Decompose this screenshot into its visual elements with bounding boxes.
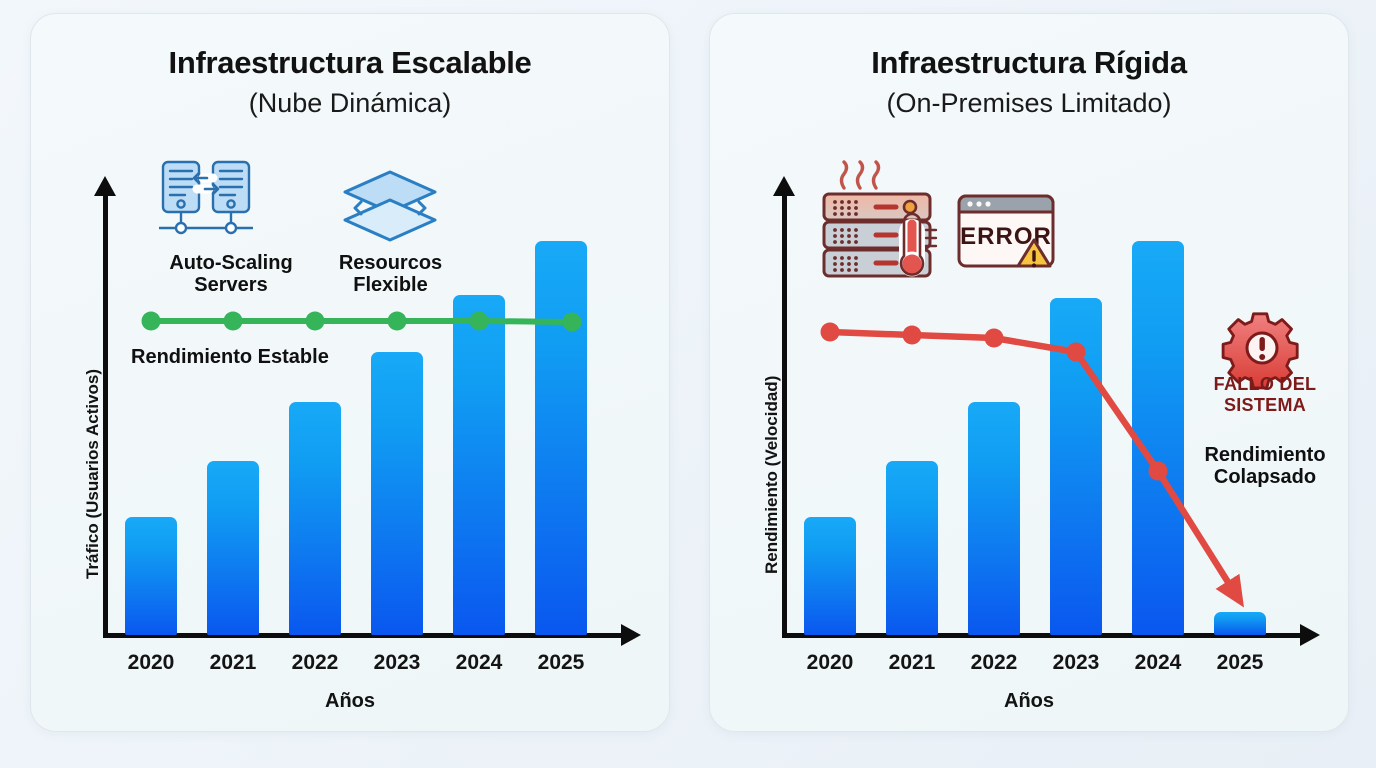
right-tick-2024: 2024 bbox=[1134, 651, 1182, 674]
left-chart-y-axis-label: Tráfico (Usuarios Activos) bbox=[83, 368, 102, 579]
left-chart-x-axis-arrow bbox=[621, 624, 641, 646]
left-bar-2021 bbox=[207, 461, 259, 635]
right-chart-x-axis-arrow bbox=[1300, 624, 1320, 646]
left-panel-title: Infraestructura Escalable bbox=[168, 45, 532, 80]
right-tick-2021: 2021 bbox=[888, 651, 936, 674]
right-panel-title: Infraestructura Rígida bbox=[871, 45, 1187, 80]
auto-scaling-servers-label-line1: Auto-Scaling bbox=[169, 252, 293, 274]
panel-rigid-infrastructure: Infraestructura Rígida (On-Premises Limi… bbox=[709, 13, 1349, 732]
left-chart-y-axis-arrow bbox=[94, 176, 116, 196]
right-chart-x-axis-label: Años bbox=[1004, 690, 1054, 712]
auto-scaling-servers-label: Auto-Scaling Servers bbox=[136, 252, 326, 297]
left-chart-y-axis bbox=[103, 194, 108, 636]
flexible-resources-label-line2: Flexible bbox=[353, 274, 428, 297]
left-tick-2025: 2025 bbox=[537, 651, 585, 674]
right-chart-y-axis-label: Rendimiento (Velocidad) bbox=[762, 375, 781, 574]
flexible-resources-label: Resourcos Flexible bbox=[303, 252, 478, 297]
right-tick-2020: 2020 bbox=[806, 651, 854, 674]
overheating-server-icon bbox=[818, 160, 946, 284]
auto-scaling-servers-icon bbox=[151, 158, 261, 238]
left-bar-2024 bbox=[453, 295, 505, 635]
system-failure-gear-icon bbox=[1221, 312, 1302, 390]
left-tick-2023: 2023 bbox=[373, 651, 421, 674]
left-bar-2022 bbox=[289, 402, 341, 635]
error-window-icon: ERROR bbox=[955, 192, 1063, 292]
left-chart-x-axis-label: Años bbox=[325, 690, 375, 712]
collapsed-performance-label-line2: Colapsado bbox=[1213, 466, 1317, 489]
collapsed-performance-label: Rendimiento Colapsado bbox=[1170, 444, 1360, 489]
right-tick-2023: 2023 bbox=[1052, 651, 1100, 674]
stable-performance-label: Rendimiento Estable bbox=[131, 346, 329, 368]
left-panel-subtitle: (Nube Dinámica) bbox=[248, 88, 452, 118]
left-bar-2020 bbox=[125, 517, 177, 635]
system-failure-label-line2: SISTEMA bbox=[1223, 395, 1307, 416]
right-tick-2022: 2022 bbox=[970, 651, 1018, 674]
left-tick-2024: 2024 bbox=[455, 651, 503, 674]
left-bar-2025 bbox=[535, 241, 587, 635]
left-tick-2020: 2020 bbox=[127, 651, 175, 674]
right-bar-2021 bbox=[886, 461, 938, 635]
panel-scalable-infrastructure: Infraestructura Escalable (Nube Dinámica… bbox=[30, 13, 670, 732]
right-chart-x-axis bbox=[782, 633, 1302, 638]
flexible-resources-layers-icon bbox=[331, 166, 449, 244]
right-tick-2025: 2025 bbox=[1216, 651, 1264, 674]
left-bar-2023 bbox=[371, 352, 423, 635]
right-panel-subtitle: (On-Premises Limitado) bbox=[886, 88, 1172, 118]
collapsed-performance-label-line1: Rendimiento bbox=[1204, 444, 1326, 466]
right-bar-2023 bbox=[1050, 298, 1102, 635]
system-failure-label: FALLO DEL SISTEMA bbox=[1180, 374, 1350, 416]
left-chart-x-axis bbox=[103, 633, 623, 638]
left-tick-2022: 2022 bbox=[291, 651, 339, 674]
right-chart-y-axis-arrow bbox=[773, 176, 795, 196]
right-bar-2022 bbox=[968, 402, 1020, 635]
right-chart-y-axis bbox=[782, 194, 787, 636]
left-tick-2021: 2021 bbox=[209, 651, 257, 674]
right-bar-2025 bbox=[1214, 612, 1266, 635]
system-failure-label-line1: FALLO DEL bbox=[1213, 374, 1317, 394]
auto-scaling-servers-label-line2: Servers bbox=[194, 274, 268, 297]
right-bar-2024 bbox=[1132, 241, 1184, 635]
flexible-resources-label-line1: Resourcos bbox=[338, 252, 443, 274]
right-bar-2020 bbox=[804, 517, 856, 635]
